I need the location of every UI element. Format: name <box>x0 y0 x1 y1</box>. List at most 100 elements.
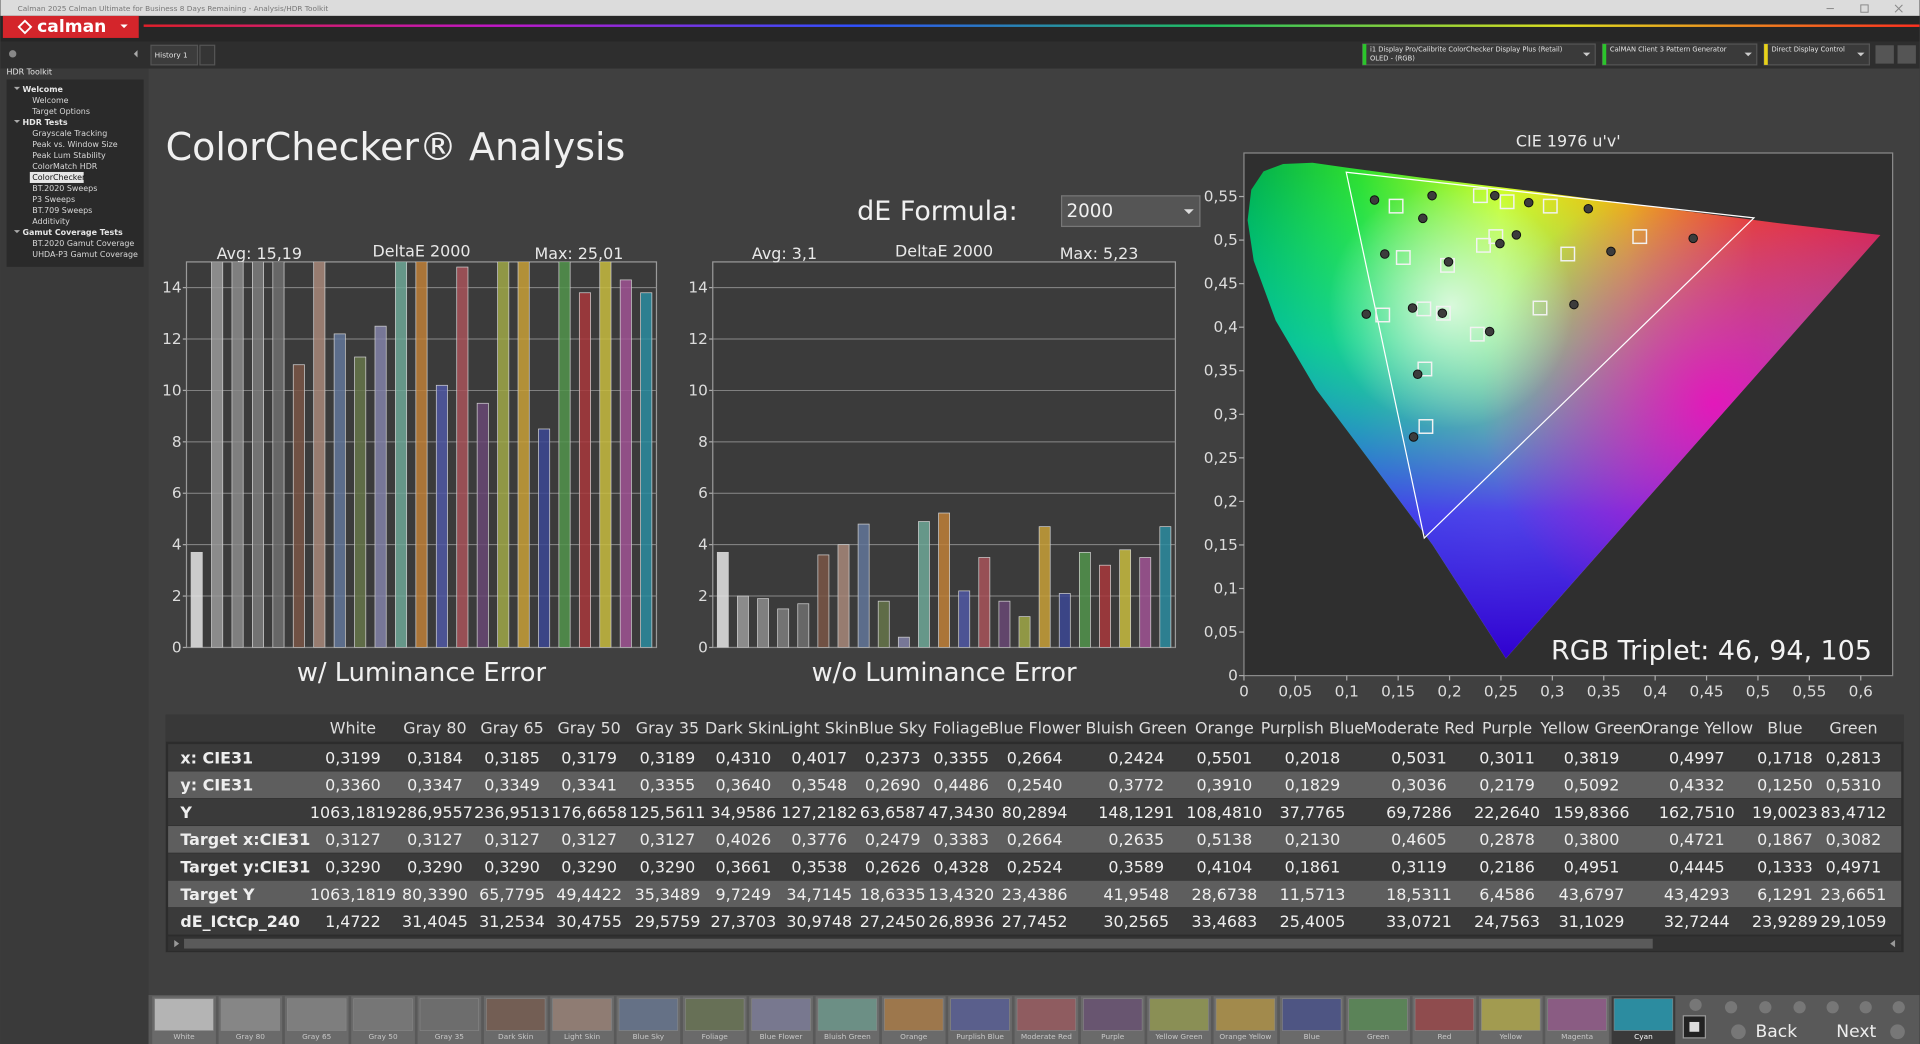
tree-item[interactable]: BT.2020 Sweeps <box>32 184 97 193</box>
table-cell: 80,2894 <box>1002 803 1068 822</box>
y-tick-label: 10 <box>688 381 707 399</box>
window-controls[interactable] <box>1826 4 1903 13</box>
next-button[interactable]: Next <box>1836 1022 1876 1042</box>
tab[interactable] <box>150 44 199 66</box>
bar <box>640 292 653 648</box>
device-dropdown <box>1582 52 1591 57</box>
device-dropdown <box>1744 52 1752 57</box>
column-header: Purple <box>1482 719 1532 738</box>
swatch <box>1613 998 1674 1031</box>
table-cell: 27,2450 <box>860 912 926 931</box>
tree-item[interactable]: Grayscale Tracking <box>32 129 107 138</box>
tree-item[interactable]: BT.2020 Gamut Coverage <box>32 239 134 248</box>
measured-marker <box>1412 369 1423 380</box>
tree-toggle[interactable] <box>13 119 21 124</box>
table-cell: 19,0023 <box>1752 803 1818 822</box>
bar <box>578 292 591 648</box>
table-cell: 31,4045 <box>402 912 468 931</box>
logo-dropdown[interactable] <box>120 24 128 29</box>
scrollbar-thumb[interactable] <box>184 938 1653 949</box>
control-button[interactable] <box>1859 1001 1872 1014</box>
scroll-left[interactable] <box>174 939 180 948</box>
collapse-button[interactable] <box>133 50 138 58</box>
table-cell: 0,3179 <box>561 748 617 767</box>
device-status <box>1764 44 1768 65</box>
swatch <box>287 998 347 1031</box>
tree-group[interactable]: HDR Tests <box>22 118 67 127</box>
table-cell: 0,4017 <box>791 748 847 767</box>
x-tick-label: 0,35 <box>1587 683 1621 701</box>
control-button[interactable] <box>1826 1001 1839 1014</box>
chart-title: DeltaE 2000 <box>372 241 470 260</box>
control-button[interactable] <box>1892 1001 1905 1014</box>
swatch <box>1215 998 1276 1031</box>
device-status <box>1602 44 1607 65</box>
tree-group[interactable]: Welcome <box>22 85 62 94</box>
control-button[interactable] <box>1759 1001 1772 1014</box>
tree-toggle[interactable] <box>13 230 21 234</box>
tree-item[interactable]: ColorChecker <box>32 173 86 182</box>
measured-marker <box>1583 203 1594 214</box>
bar <box>252 261 264 648</box>
tree-group[interactable]: Gamut Coverage Tests <box>22 228 123 237</box>
table-cell: 0,3589 <box>1108 857 1164 876</box>
table-cell: 159,8366 <box>1554 803 1630 822</box>
tree-item[interactable]: Peak vs. Window Size <box>32 140 117 149</box>
device-dropdown <box>1857 52 1865 57</box>
y-tick-label: 12 <box>162 330 181 348</box>
y-tick-label: 0,25 <box>1204 449 1238 467</box>
control-button[interactable] <box>1689 998 1702 1011</box>
bar <box>857 523 870 648</box>
bar <box>456 266 469 648</box>
table-cell: 0,3355 <box>640 776 696 795</box>
tree-item[interactable]: Peak Lum Stability <box>32 151 106 160</box>
table-cell: 0,1250 <box>1757 776 1813 795</box>
tree-item[interactable]: BT.709 Sweeps <box>32 206 92 215</box>
swatch <box>1414 998 1475 1031</box>
back-icon[interactable] <box>1731 1024 1746 1040</box>
measured-marker <box>1569 299 1579 310</box>
tree-item[interactable]: P3 Sweeps <box>32 195 75 204</box>
column-header: Purplish Blue <box>1261 719 1365 738</box>
target-marker <box>1476 237 1491 253</box>
panel-button[interactable] <box>1897 45 1916 64</box>
next-icon[interactable] <box>1890 1024 1905 1040</box>
table-cell: 0,1718 <box>1757 748 1813 767</box>
tree-item[interactable]: Target Options <box>31 107 90 116</box>
column-header: Gray 65 <box>480 719 543 738</box>
control-button[interactable] <box>1793 1001 1806 1014</box>
tree-item[interactable]: UHDA-P3 Gamut Coverage <box>32 250 138 259</box>
control-button[interactable] <box>1724 1001 1738 1014</box>
table-cell: 0,2524 <box>1007 857 1063 876</box>
logo-box[interactable] <box>2 15 139 38</box>
table-cell: 23,4386 <box>1002 885 1068 904</box>
target-marker <box>1395 250 1411 265</box>
table-cell: 0,3290 <box>325 857 381 876</box>
table-cell: 47,3430 <box>928 803 994 822</box>
table-cell: 0,2690 <box>865 776 921 795</box>
swatch-label: Dark Skin <box>498 1032 534 1041</box>
maximize[interactable] <box>1860 4 1869 13</box>
table-cell: 0,2479 <box>865 830 921 849</box>
y-tick-label: 0,1 <box>1214 579 1238 597</box>
table-cell: 0,3349 <box>484 776 540 795</box>
y-tick-label: 0,15 <box>1204 536 1238 554</box>
transport-controls[interactable] <box>1689 998 1905 1014</box>
tree-toggle[interactable] <box>13 86 21 90</box>
bar <box>538 428 551 648</box>
tree-item[interactable]: Welcome <box>32 96 68 105</box>
measured-marker <box>1437 308 1448 319</box>
close[interactable] <box>1894 4 1903 13</box>
home-button[interactable] <box>9 50 17 58</box>
tree-item[interactable]: ColorMatch HDR <box>32 162 98 171</box>
tree-item[interactable]: Additivity <box>32 217 70 226</box>
x-tick-label: 0,3 <box>1540 683 1564 701</box>
back-button[interactable]: Back <box>1756 1022 1798 1042</box>
bar <box>435 384 448 648</box>
de-formula-dropdown[interactable] <box>1060 195 1201 228</box>
chart-annotation: Avg: 15,19 <box>217 244 302 263</box>
settings-button[interactable] <box>1875 45 1894 64</box>
bar <box>716 551 729 648</box>
scroll-right[interactable] <box>1890 939 1896 948</box>
tab-add[interactable] <box>199 44 216 66</box>
